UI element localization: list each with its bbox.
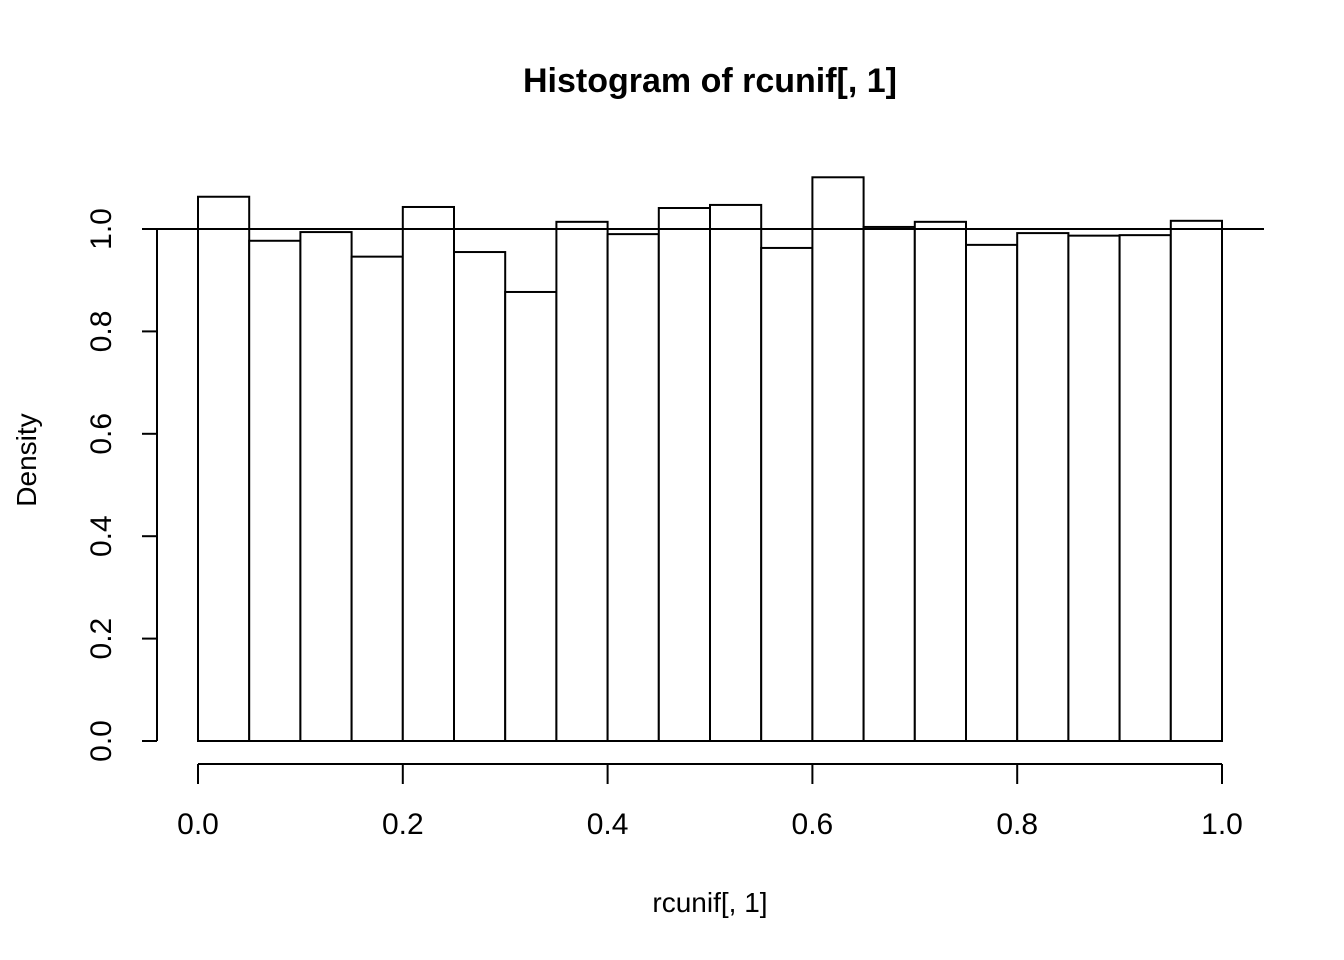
histogram-bar-14 <box>862 225 916 742</box>
x-tick-label: 1.0 <box>1201 808 1243 841</box>
histogram-bar-9 <box>606 233 660 742</box>
x-tick-label: 0.8 <box>996 808 1038 841</box>
histogram-bar-15 <box>913 220 967 743</box>
y-tick-label: 1.0 <box>85 208 118 250</box>
x-tick-label: 0.6 <box>792 808 834 841</box>
bars-group <box>197 176 1224 743</box>
y-tick-label: 0.2 <box>85 618 118 660</box>
y-tick-label: 0.8 <box>85 311 118 353</box>
x-tick-label: 0.4 <box>587 808 629 841</box>
y-axis-label: Density <box>11 413 42 506</box>
y-axis: 0.0 0.2 0.4 0.6 0.8 1.0 <box>85 208 158 762</box>
x-axis: 0.0 0.2 0.4 0.6 0.8 1.0 <box>177 763 1243 841</box>
histogram-bar-10 <box>657 207 711 742</box>
x-axis-label: rcunif[, 1] <box>652 887 767 918</box>
y-tick-label: 0.0 <box>85 720 118 762</box>
histogram-bar-17 <box>1016 232 1070 742</box>
histogram-bar-1 <box>197 195 251 742</box>
histogram-bar-2 <box>248 239 302 742</box>
histogram-bar-20 <box>1169 219 1224 743</box>
histogram-bar-5 <box>401 205 455 742</box>
chart-title: Histogram of rcunif[, 1] <box>523 62 897 100</box>
x-tick-label: 0.2 <box>382 808 424 841</box>
histogram-bar-3 <box>299 231 353 743</box>
histogram-bar-16 <box>965 243 1019 742</box>
histogram-bar-11 <box>709 203 763 743</box>
histogram-bar-19 <box>1118 234 1172 742</box>
y-tick-label: 0.4 <box>85 515 118 557</box>
histogram-bar-12 <box>760 246 814 742</box>
histogram-bar-8 <box>555 220 609 743</box>
histogram-bar-13 <box>811 176 865 742</box>
histogram-bar-18 <box>1067 234 1121 742</box>
histogram-bar-4 <box>350 255 404 742</box>
histogram-bar-7 <box>504 290 558 742</box>
histogram-bar-6 <box>453 251 507 742</box>
y-tick-label: 0.6 <box>85 413 118 455</box>
x-tick-label: 0.0 <box>177 808 219 841</box>
